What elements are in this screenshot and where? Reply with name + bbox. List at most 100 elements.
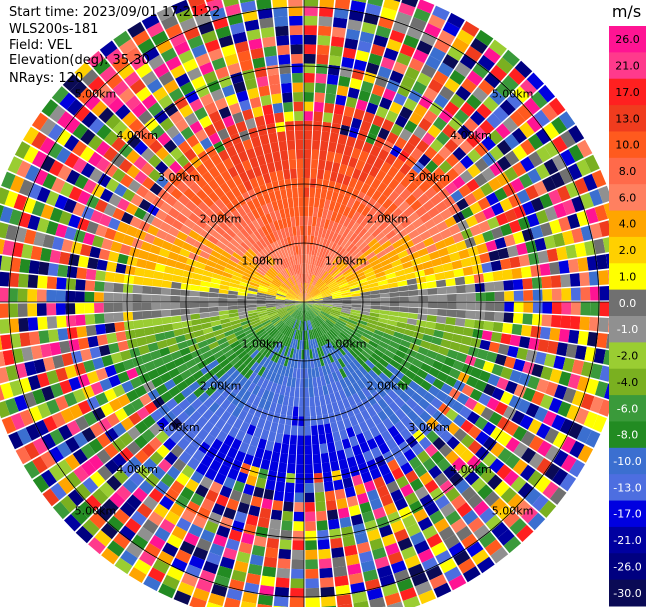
range-gate <box>105 323 116 334</box>
range-gate <box>144 269 155 278</box>
range-gate <box>418 296 428 302</box>
range-gate <box>598 270 609 285</box>
range-gate <box>335 95 346 106</box>
range-gate <box>269 519 281 530</box>
range-gate <box>284 111 294 121</box>
range-gate <box>276 170 284 181</box>
range-gate <box>308 378 313 388</box>
range-gate <box>199 292 209 297</box>
range-gate <box>27 289 37 302</box>
range-gate <box>315 492 325 502</box>
range-gate <box>491 260 502 271</box>
range-gate <box>288 198 294 208</box>
range-gate <box>289 445 297 455</box>
range-gate <box>305 493 315 503</box>
range-gate <box>444 324 455 333</box>
range-gate <box>503 313 513 323</box>
range-ring-label: 2.00km <box>367 379 409 392</box>
range-gate <box>272 0 287 8</box>
range-gate <box>328 65 340 76</box>
range-gate <box>530 265 541 277</box>
range-gate <box>418 308 428 314</box>
range-gate <box>333 17 347 28</box>
range-gate <box>390 297 400 302</box>
range-gate <box>309 197 314 207</box>
range-gate <box>46 303 56 315</box>
range-gate <box>596 254 607 269</box>
range-gate <box>304 207 309 217</box>
range-gate <box>287 463 296 473</box>
range-gate <box>142 286 152 294</box>
range-gate <box>329 55 342 66</box>
range-ring-label: 4.00km <box>450 463 492 476</box>
range-gate <box>436 280 446 288</box>
range-gate <box>314 198 320 208</box>
range-gate <box>209 298 219 303</box>
range-ring-label: 4.00km <box>116 129 158 142</box>
range-gate <box>299 407 304 417</box>
range-gate <box>260 459 270 470</box>
range-gate <box>228 306 238 310</box>
range-gate <box>47 316 58 329</box>
range-gate <box>533 290 543 301</box>
range-gate <box>94 314 104 324</box>
range-ring-label: 5.00km <box>75 505 117 518</box>
range-gate <box>27 303 37 316</box>
range-gate <box>338 76 350 87</box>
range-gate <box>268 528 280 539</box>
range-gate <box>318 26 332 36</box>
range-gate <box>28 317 39 331</box>
range-gate <box>502 323 513 334</box>
range-gate <box>87 336 98 348</box>
range-gate <box>485 302 495 311</box>
range-gate <box>153 325 164 334</box>
range-gate <box>113 283 123 293</box>
range-gate <box>247 299 257 302</box>
range-gate <box>285 415 292 425</box>
range-gate <box>291 178 297 188</box>
range-gate <box>295 216 300 226</box>
range-gate <box>283 102 293 112</box>
range-gate <box>85 280 95 291</box>
range-gate <box>540 327 551 340</box>
range-gate <box>97 259 108 270</box>
range-gate <box>502 269 513 280</box>
range-gate <box>320 577 334 588</box>
range-gate <box>282 511 293 521</box>
range-gate <box>296 455 304 465</box>
range-gate <box>265 153 274 164</box>
range-gate <box>94 281 104 291</box>
range-gate <box>284 425 291 435</box>
range-gate <box>304 111 313 121</box>
range-gate <box>380 306 390 311</box>
range-gate <box>304 44 316 54</box>
range-gate <box>289 159 296 169</box>
range-gate <box>145 261 156 271</box>
range-gate <box>541 276 551 288</box>
range-gate <box>312 140 320 150</box>
range-gate <box>521 325 532 337</box>
colorbar-tick-label: -30.0 <box>613 587 641 600</box>
range-gate <box>295 130 303 140</box>
range-gate <box>409 296 419 302</box>
range-gate <box>296 474 305 484</box>
range-gate <box>78 338 89 350</box>
range-gate <box>317 54 329 64</box>
range-gate <box>67 266 78 278</box>
range-gate <box>259 17 273 28</box>
range-gate <box>310 188 316 198</box>
range-gate <box>0 335 11 350</box>
range-gate <box>319 568 333 579</box>
range-gate <box>304 388 309 398</box>
range-gate <box>247 302 257 305</box>
range-gate <box>262 104 273 115</box>
range-gate <box>164 266 175 275</box>
range-gate <box>427 281 437 288</box>
range-ring-label: 1.00km <box>241 254 283 267</box>
range-gate <box>19 332 30 346</box>
range-gate <box>267 65 279 76</box>
range-gate <box>304 83 314 93</box>
range-gate <box>298 188 304 198</box>
range-gate <box>399 297 409 302</box>
range-gate <box>171 309 181 316</box>
